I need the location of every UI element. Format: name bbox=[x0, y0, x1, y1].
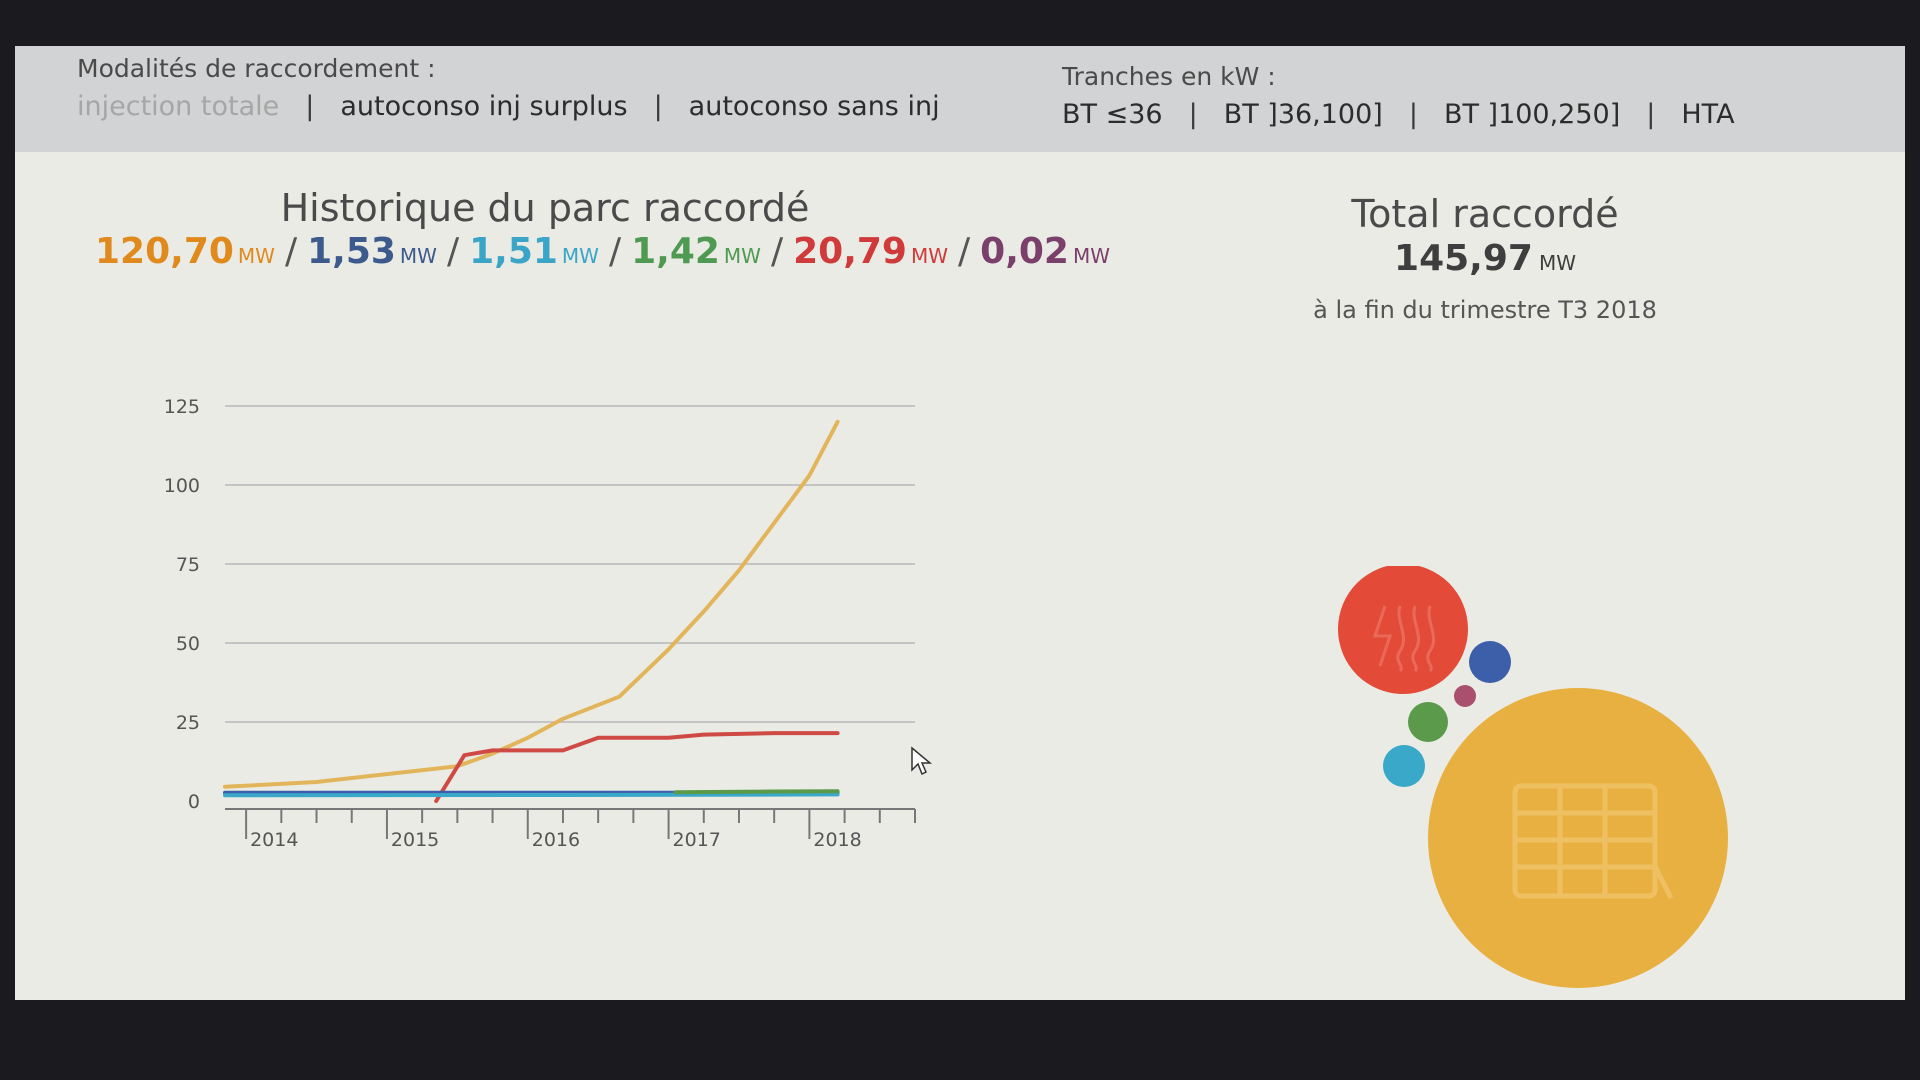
tranches-options: BT ≤36 | BT ]36,100] | BT ]100,250] | HT… bbox=[1062, 99, 1735, 130]
value-number: 0,02 bbox=[980, 231, 1069, 272]
x-tick-label: 2018 bbox=[813, 829, 861, 851]
value-5: 20,79 MW bbox=[793, 231, 948, 272]
modalites-options: injection totale | autoconso inj surplus… bbox=[77, 91, 940, 122]
heat-icon bbox=[1372, 605, 1436, 673]
filter-bar: Modalités de raccordement : injection to… bbox=[15, 46, 1905, 152]
value-unit: MW bbox=[561, 244, 599, 268]
bubble-chart bbox=[1338, 566, 1728, 988]
separator: | bbox=[1188, 99, 1198, 130]
y-tick-label: 125 bbox=[165, 396, 200, 418]
option-autoconso-inj-surplus[interactable]: autoconso inj surplus bbox=[340, 91, 628, 122]
series-line-1 bbox=[223, 419, 840, 789]
option-bt-36-100[interactable]: BT ]36,100] bbox=[1223, 99, 1383, 130]
value-4: 1,42 MW bbox=[631, 231, 761, 272]
total-number: 145,97 bbox=[1394, 238, 1533, 279]
y-tick-label: 100 bbox=[165, 475, 200, 497]
total-subtitle: à la fin du trimestre T3 2018 bbox=[1313, 296, 1657, 324]
value-number: 1,51 bbox=[469, 231, 558, 272]
value-unit: MW bbox=[237, 244, 275, 268]
value-unit: MW bbox=[723, 244, 761, 268]
option-autoconso-sans-inj[interactable]: autoconso sans inj bbox=[688, 91, 940, 122]
bubble-green[interactable] bbox=[1408, 702, 1448, 742]
tranches-caption: Tranches en kW : bbox=[1062, 62, 1276, 91]
bubble-cyan[interactable] bbox=[1383, 745, 1425, 787]
value-6: 0,02 MW bbox=[980, 231, 1110, 272]
option-injection-totale[interactable]: injection totale bbox=[77, 91, 280, 122]
value-number: 20,79 bbox=[793, 231, 907, 272]
history-line-chart[interactable]: 0 25 50 75 100 125 2014 2015 2016 2017 2018 bbox=[165, 346, 945, 866]
historique-title: Historique du parc raccordé bbox=[280, 186, 810, 230]
value-number: 120,70 bbox=[95, 231, 234, 272]
y-tick-label: 50 bbox=[176, 633, 200, 655]
y-tick-label: 0 bbox=[188, 791, 200, 813]
slash: / bbox=[446, 231, 460, 272]
separator: | bbox=[1646, 99, 1656, 130]
x-tick-label: 2016 bbox=[532, 829, 580, 851]
series-line-2 bbox=[434, 731, 840, 803]
mouse-cursor-icon bbox=[911, 746, 933, 776]
bubble-purple[interactable] bbox=[1454, 685, 1476, 707]
value-number: 1,42 bbox=[631, 231, 720, 272]
series-line-4 bbox=[223, 792, 840, 798]
modalites-caption: Modalités de raccordement : bbox=[77, 54, 436, 83]
value-unit: MW bbox=[399, 244, 437, 268]
x-tick-label: 2017 bbox=[673, 829, 721, 851]
solar-panel-icon bbox=[1512, 783, 1674, 900]
value-unit: MW bbox=[1072, 244, 1110, 268]
value-1: 120,70 MW bbox=[95, 231, 275, 272]
total-title: Total raccordé bbox=[1351, 192, 1619, 236]
value-unit: MW bbox=[910, 244, 948, 268]
total-value: 145,97 MW bbox=[1215, 238, 1755, 279]
slash: / bbox=[770, 231, 784, 272]
y-tick-label: 75 bbox=[176, 554, 200, 576]
option-hta[interactable]: HTA bbox=[1681, 99, 1735, 130]
bubble-blue[interactable] bbox=[1469, 641, 1511, 683]
slash: / bbox=[608, 231, 622, 272]
slash: / bbox=[958, 231, 971, 272]
option-bt-100-250[interactable]: BT ]100,250] bbox=[1443, 99, 1621, 130]
screen: Modalités de raccordement : injection to… bbox=[15, 46, 1905, 1000]
modalites-filter: Modalités de raccordement : injection to… bbox=[77, 54, 940, 122]
separator: | bbox=[653, 91, 663, 122]
option-bt-36[interactable]: BT ≤36 bbox=[1062, 99, 1163, 130]
value-number: 1,53 bbox=[307, 231, 396, 272]
historique-values: 120,70 MW/1,53 MW/1,51 MW/1,42 MW/20,79 MW/0,… bbox=[95, 231, 1110, 272]
slash: / bbox=[284, 231, 298, 272]
y-tick-label: 25 bbox=[176, 712, 200, 734]
separator: | bbox=[1408, 99, 1418, 130]
separator: | bbox=[305, 91, 315, 122]
total-unit: MW bbox=[1538, 251, 1576, 275]
x-tick-label: 2015 bbox=[391, 829, 439, 851]
x-tick-label: 2014 bbox=[250, 829, 298, 851]
value-2: 1,53 MW bbox=[307, 231, 437, 272]
value-3: 1,51 MW bbox=[469, 231, 599, 272]
tranches-filter: Tranches en kW : BT ≤36 | BT ]36,100] | … bbox=[1062, 62, 1735, 130]
series-line-5 bbox=[673, 789, 840, 795]
